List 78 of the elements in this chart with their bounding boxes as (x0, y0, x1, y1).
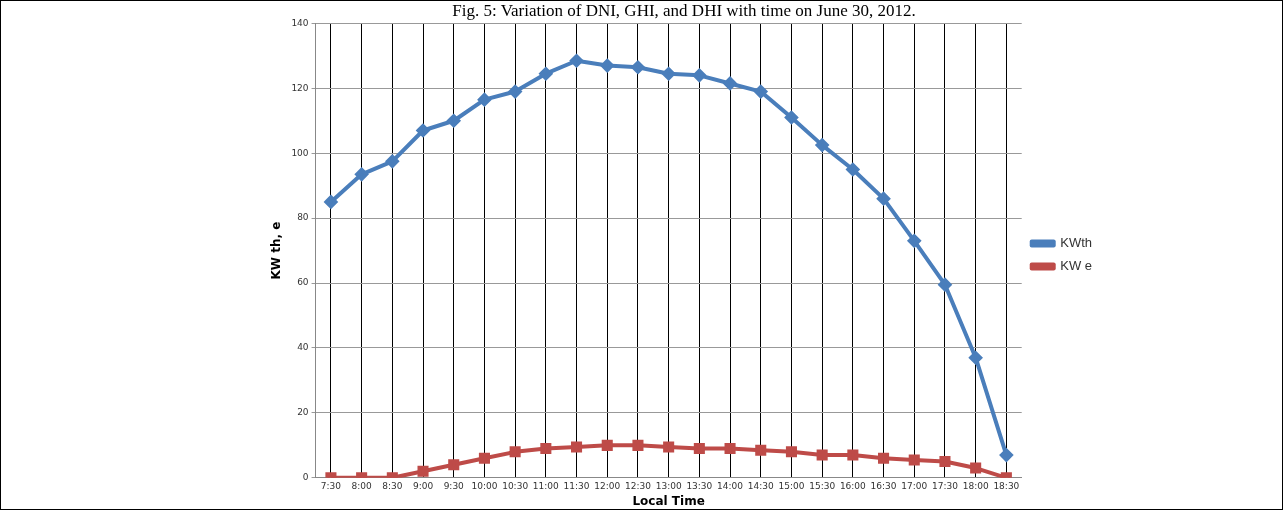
point (448, 459, 460, 471)
x-tick-label: 8:30 (382, 480, 403, 491)
point (908, 454, 920, 466)
point (754, 85, 768, 99)
x-tick-label: 9:30 (443, 480, 465, 491)
point (385, 154, 399, 168)
point (477, 93, 491, 107)
point (969, 351, 983, 365)
point (785, 446, 797, 458)
point (938, 278, 952, 292)
y-axis-title: KW th, e (269, 221, 284, 280)
point (816, 449, 828, 461)
y-tick-label: 100 (291, 147, 309, 158)
point (355, 167, 369, 181)
x-tick-label: 10:00 (471, 480, 498, 491)
point (907, 234, 921, 248)
x-tick-label: 16:30 (870, 480, 897, 491)
point (815, 138, 829, 152)
point (571, 441, 583, 453)
point (939, 456, 951, 468)
point (478, 452, 490, 464)
point (724, 443, 736, 455)
x-tick-label: 15:00 (778, 480, 805, 491)
x-tick-label: 12:00 (594, 480, 621, 491)
point (447, 114, 461, 128)
y-tick-label: 40 (297, 342, 309, 353)
x-axis-title: Local Time (632, 493, 705, 508)
x-tick-label: 17:00 (901, 480, 928, 491)
y-tick-label: 80 (297, 212, 309, 223)
y-tick-label: 140 (291, 17, 309, 28)
point (692, 68, 706, 82)
x-tick-label: 17:30 (931, 480, 959, 491)
y-tick-label: 120 (291, 82, 309, 93)
point (570, 54, 584, 68)
point (755, 444, 767, 456)
point (846, 162, 860, 176)
point (509, 446, 521, 458)
point (847, 449, 859, 461)
x-tick-label: 12:30 (624, 480, 652, 491)
point (999, 448, 1013, 462)
point (693, 443, 705, 455)
point (601, 439, 613, 451)
point (540, 443, 552, 455)
point (600, 59, 614, 73)
point (632, 439, 644, 451)
point (324, 195, 338, 209)
y-tick-label: 60 (297, 277, 309, 288)
x-tick-label: 13:00 (655, 480, 682, 491)
x-tick-label: 13:30 (686, 480, 713, 491)
point (723, 76, 737, 90)
point (662, 67, 676, 81)
y-tick-label: 0 (302, 472, 309, 483)
x-tick-label: 9:00 (412, 480, 434, 491)
chart-title: Fig. 5: Variation of DNI, GHI, and DHI with time on June 30, 2012. (452, 0, 916, 20)
x-tick-label: 10:30 (502, 480, 529, 491)
y-tick-label: 20 (297, 407, 309, 418)
point (877, 192, 891, 206)
x-tick-label: 18:30 (993, 480, 1020, 491)
point (970, 462, 982, 474)
point (417, 465, 429, 477)
point (416, 124, 430, 138)
point (539, 67, 553, 81)
point (878, 452, 890, 464)
point (631, 60, 645, 74)
legend-label: KWth (1060, 235, 1093, 251)
x-tick-label: 8:00 (351, 480, 373, 491)
x-tick-label: 15:30 (809, 480, 836, 491)
x-tick-label: 11:00 (532, 480, 560, 491)
x-tick-label: 14:30 (747, 480, 774, 491)
point (508, 85, 522, 99)
x-tick-label: 18:00 (962, 480, 989, 491)
x-tick-label: 7:30 (320, 480, 342, 491)
x-tick-label: 11:30 (563, 480, 590, 491)
x-tick-label: 16:00 (839, 480, 867, 491)
point (784, 111, 798, 125)
x-tick-label: 14:00 (717, 480, 744, 491)
legend-label: KW e (1060, 258, 1093, 274)
point (663, 441, 675, 453)
